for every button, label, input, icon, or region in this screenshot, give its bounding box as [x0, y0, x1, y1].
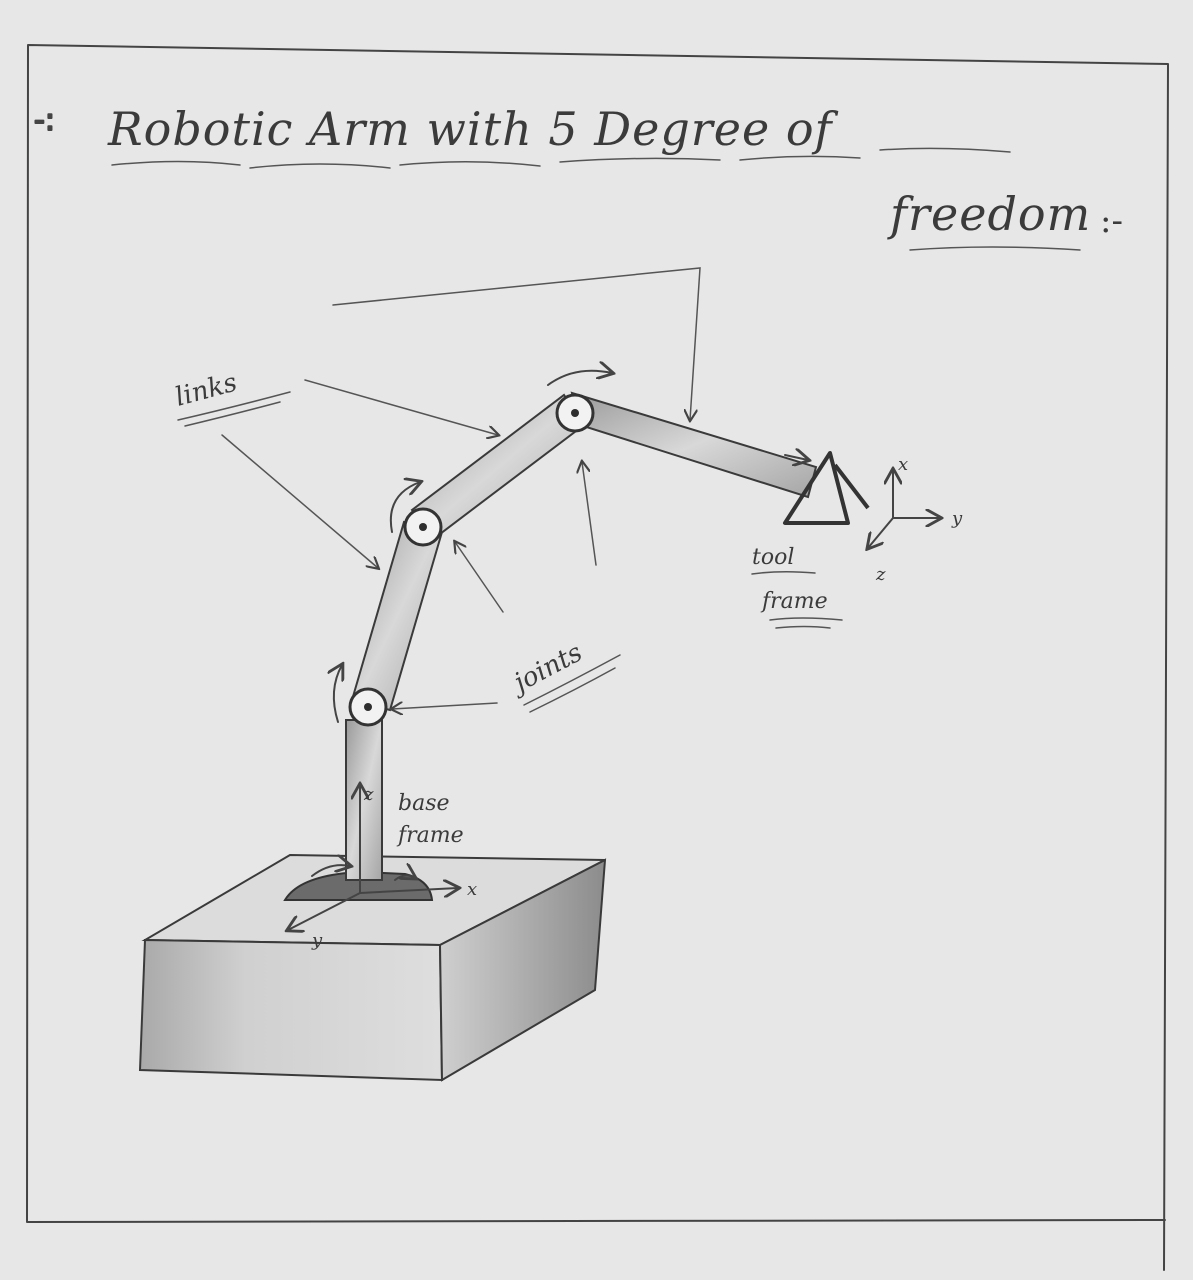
- gripper: [783, 451, 870, 525]
- title-colon: :-: [1100, 201, 1123, 241]
- base-frame-text-1: base: [398, 791, 450, 816]
- links-pointer-3: [332, 267, 701, 420]
- tool-frame-axes: x y z: [868, 454, 963, 585]
- title-line-1: Robotic Arm with 5 Degree of: [107, 102, 839, 156]
- base-rotation-arrow: [311, 865, 350, 877]
- title-line-2: freedom: [887, 187, 1091, 241]
- links-pointer-1: [304, 379, 498, 435]
- base-frame-text-2: frame: [396, 823, 464, 848]
- joint-3: [555, 393, 595, 433]
- tool-axis-z: z: [875, 564, 886, 585]
- base-axis-z: z: [363, 784, 374, 805]
- link-3: [570, 391, 818, 499]
- links-text: links: [172, 368, 240, 413]
- tool-frame-text-2: frame: [760, 589, 828, 614]
- title-bullet: -:: [34, 103, 55, 138]
- joint-1-rotation-arrow: [334, 665, 342, 723]
- joints-pointer-1: [392, 703, 498, 709]
- base-rotation-arrow-2: [394, 875, 415, 881]
- joint-1: [348, 687, 388, 727]
- joint-2: [403, 507, 443, 547]
- links-label: links: [172, 368, 291, 427]
- base-box: [138, 853, 607, 1082]
- page-border: [26, 44, 1169, 1271]
- base-axis-y: y: [311, 930, 323, 951]
- tool-axis-x: x: [898, 454, 908, 475]
- joints-text: joints: [505, 638, 588, 701]
- joint-3-rotation-arrow: [547, 371, 612, 386]
- base-column: [345, 719, 383, 881]
- tool-frame-label: tool frame: [751, 545, 843, 629]
- base-axis-x: x: [467, 879, 477, 900]
- joints-pointer-2: [455, 542, 504, 613]
- base-frame-axes: x y z: [288, 784, 477, 951]
- links-pointer-2: [221, 434, 378, 568]
- joints-pointer-3: [582, 462, 597, 566]
- tool-frame-text-1: tool: [752, 545, 794, 570]
- joint-2-rotation-arrow: [389, 482, 420, 533]
- link-1: [350, 520, 444, 712]
- title-underline-2: [909, 246, 1081, 251]
- tool-axis-y: y: [951, 508, 963, 529]
- title-underline-1: [111, 147, 1011, 169]
- joints-label: joints: [505, 638, 621, 713]
- title: -: Robotic Arm with 5 Degree of freedom …: [33, 102, 1123, 251]
- base-frame-label: base frame: [396, 791, 464, 848]
- tool-rotation-arrow: [784, 455, 808, 460]
